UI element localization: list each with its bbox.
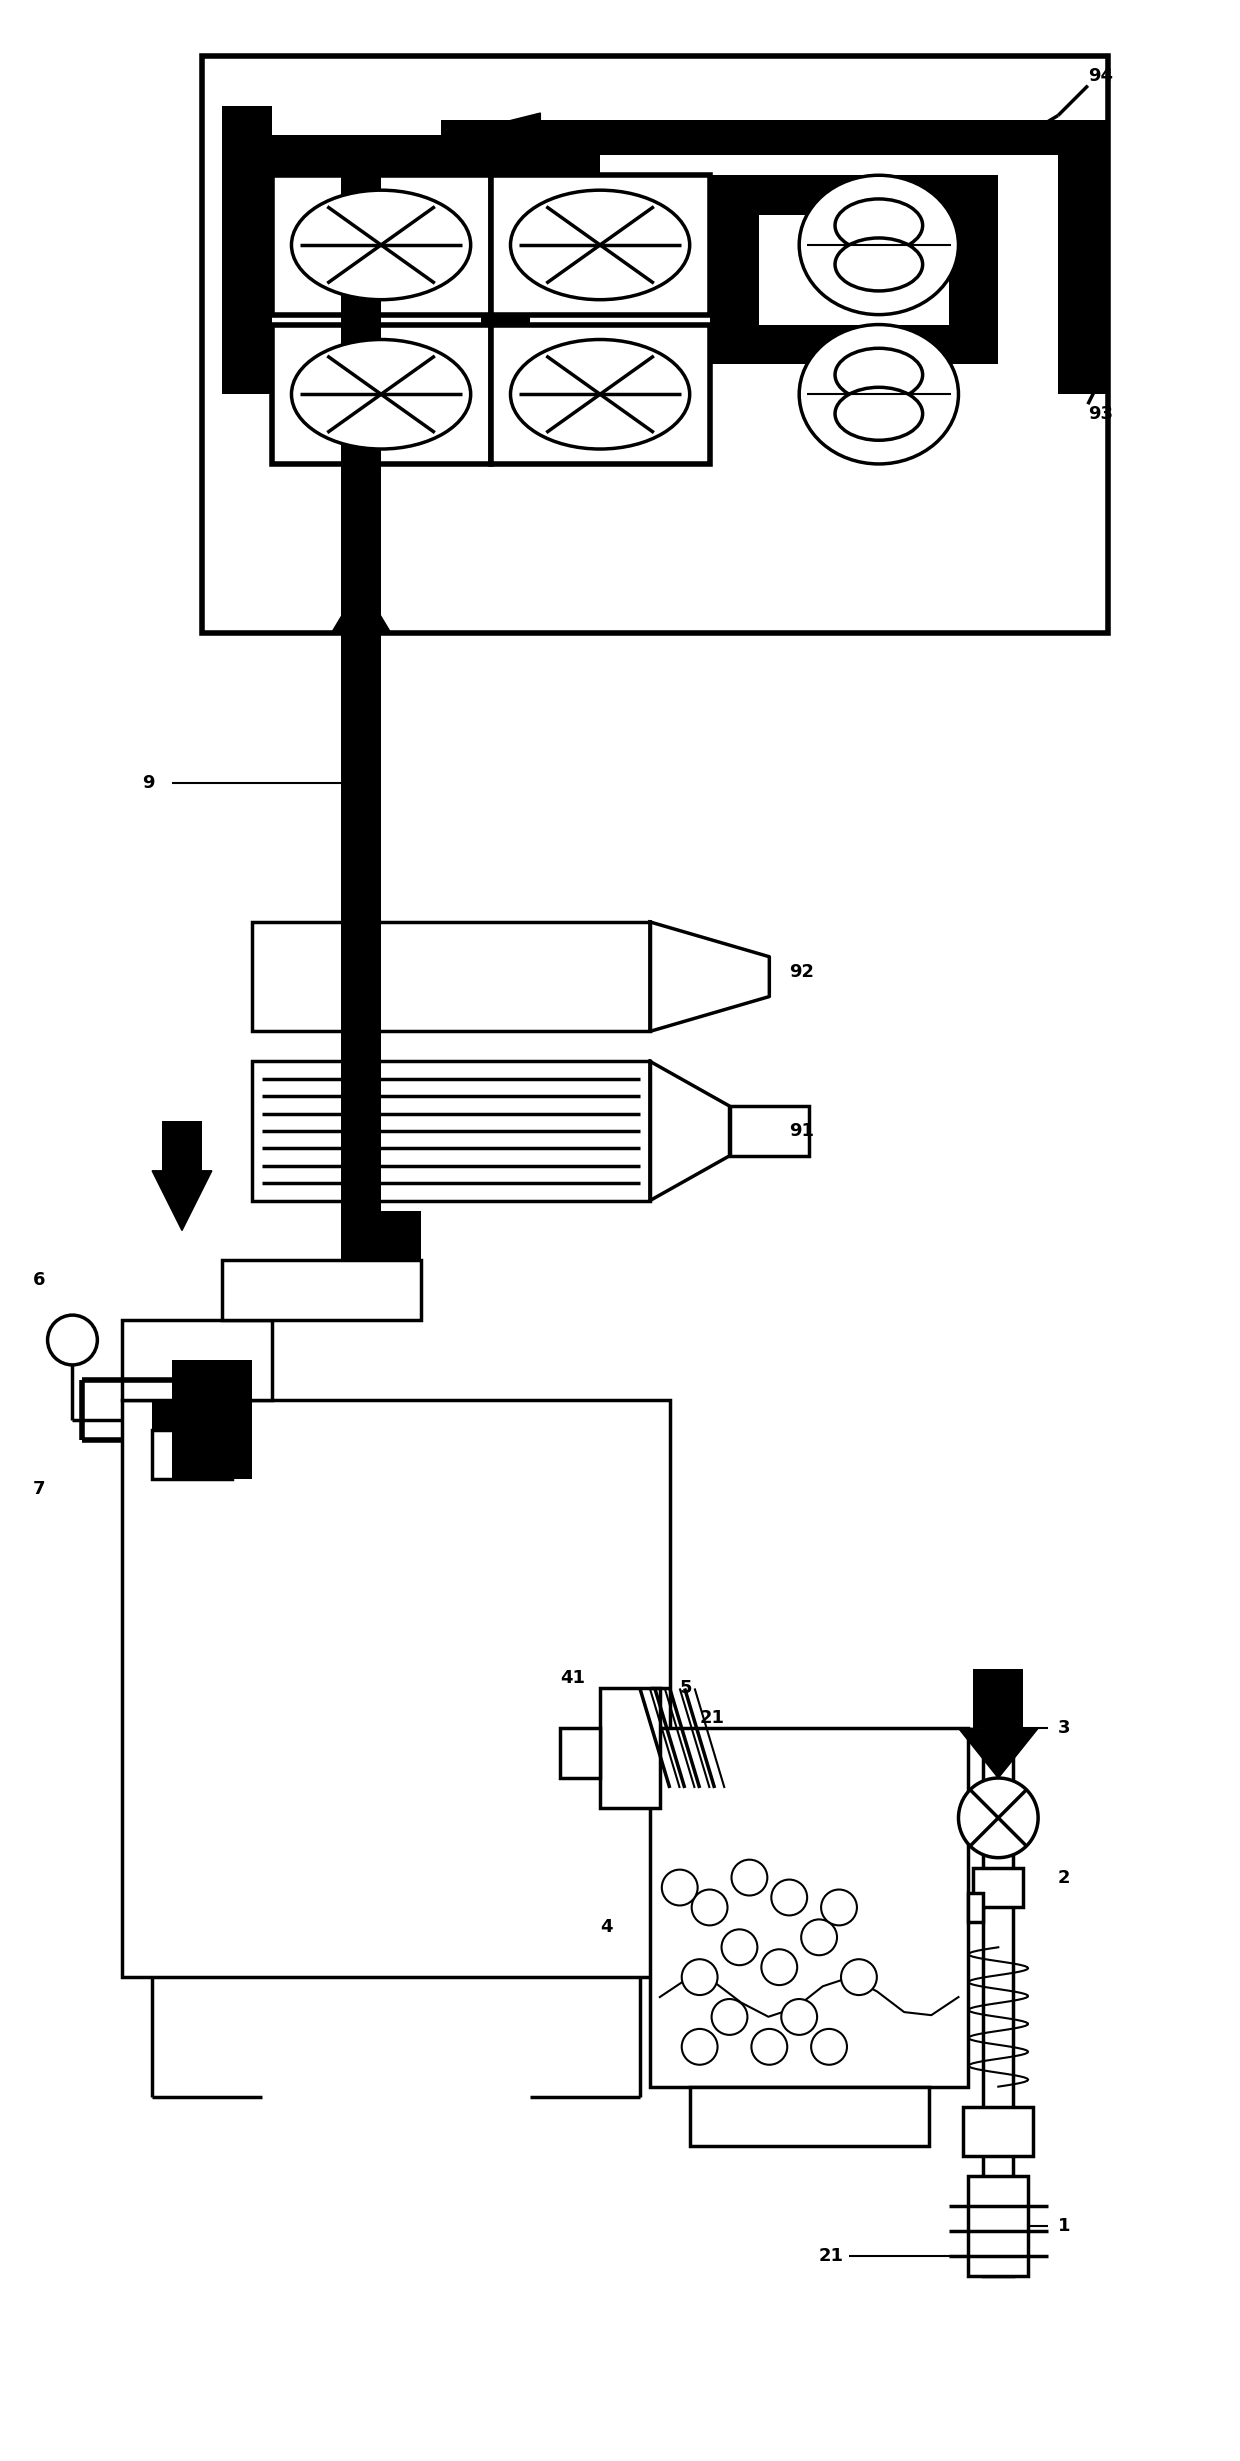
- Circle shape: [692, 1890, 728, 1925]
- Bar: [968, 2176, 1028, 2276]
- Circle shape: [771, 1880, 807, 1915]
- Circle shape: [722, 1929, 758, 1966]
- Bar: [440, 121, 1107, 155]
- Bar: [153, 1430, 232, 1479]
- Text: 9: 9: [143, 773, 155, 792]
- Circle shape: [682, 1959, 718, 1996]
- Bar: [983, 1728, 1013, 2276]
- Circle shape: [47, 1314, 98, 1366]
- Bar: [949, 175, 998, 364]
- Text: 6: 6: [32, 1272, 45, 1290]
- Circle shape: [811, 2028, 847, 2065]
- Bar: [202, 57, 1107, 632]
- Bar: [709, 175, 759, 364]
- Text: 91: 91: [789, 1122, 815, 1139]
- Bar: [252, 1061, 650, 1201]
- Bar: [341, 913, 381, 1211]
- Bar: [650, 1728, 968, 2087]
- Bar: [481, 145, 531, 394]
- Circle shape: [732, 1861, 768, 1895]
- Ellipse shape: [835, 199, 923, 251]
- Polygon shape: [440, 113, 541, 162]
- Circle shape: [801, 1920, 837, 1954]
- Ellipse shape: [800, 325, 959, 465]
- Bar: [341, 632, 381, 913]
- Circle shape: [821, 1890, 857, 1925]
- Bar: [222, 106, 272, 394]
- Bar: [560, 1728, 600, 1777]
- Circle shape: [959, 1777, 1038, 1858]
- Bar: [963, 2107, 1033, 2156]
- Bar: [381, 325, 481, 364]
- Circle shape: [662, 1870, 698, 1905]
- Bar: [491, 325, 709, 465]
- Circle shape: [751, 2028, 787, 2065]
- Bar: [968, 1893, 983, 1922]
- Bar: [709, 175, 949, 214]
- Bar: [272, 175, 491, 315]
- Bar: [709, 325, 949, 364]
- Bar: [153, 1400, 232, 1430]
- Text: 5: 5: [680, 1678, 692, 1698]
- Text: 93: 93: [1087, 406, 1112, 423]
- Ellipse shape: [291, 340, 471, 448]
- Bar: [272, 325, 491, 465]
- Ellipse shape: [800, 175, 959, 315]
- Bar: [729, 1105, 810, 1157]
- Text: 92: 92: [789, 962, 815, 979]
- Bar: [341, 1211, 420, 1260]
- Bar: [172, 1361, 252, 1479]
- Text: 1: 1: [1058, 2217, 1070, 2235]
- Text: 2: 2: [1058, 1868, 1070, 1888]
- Circle shape: [712, 1998, 748, 2035]
- Bar: [162, 1122, 202, 1171]
- Text: 4: 4: [600, 1920, 613, 1937]
- Bar: [491, 175, 709, 315]
- Polygon shape: [959, 1728, 1038, 1777]
- Bar: [1058, 145, 1107, 394]
- Circle shape: [841, 1959, 877, 1996]
- Bar: [973, 1669, 1023, 1728]
- Ellipse shape: [511, 189, 689, 300]
- Bar: [252, 923, 650, 1031]
- Text: 21: 21: [820, 2247, 844, 2264]
- Text: 94: 94: [1087, 66, 1112, 84]
- Bar: [998, 121, 1107, 155]
- Text: 21: 21: [699, 1710, 724, 1728]
- Circle shape: [682, 2028, 718, 2065]
- Bar: [341, 155, 381, 1211]
- Bar: [689, 2087, 929, 2146]
- Ellipse shape: [835, 386, 923, 441]
- Circle shape: [761, 1949, 797, 1986]
- Ellipse shape: [511, 340, 689, 448]
- Bar: [123, 1319, 272, 1400]
- Bar: [123, 1400, 670, 1976]
- Bar: [600, 1688, 660, 1809]
- Polygon shape: [331, 583, 391, 632]
- Ellipse shape: [835, 239, 923, 290]
- Bar: [381, 175, 481, 214]
- Bar: [222, 1260, 420, 1319]
- Ellipse shape: [835, 349, 923, 401]
- Text: 7: 7: [32, 1482, 45, 1499]
- Polygon shape: [153, 1171, 212, 1230]
- Text: 3: 3: [1058, 1720, 1070, 1737]
- Circle shape: [781, 1998, 817, 2035]
- Text: 41: 41: [560, 1669, 585, 1688]
- Ellipse shape: [291, 189, 471, 300]
- Bar: [222, 135, 600, 175]
- Bar: [973, 1868, 1023, 1907]
